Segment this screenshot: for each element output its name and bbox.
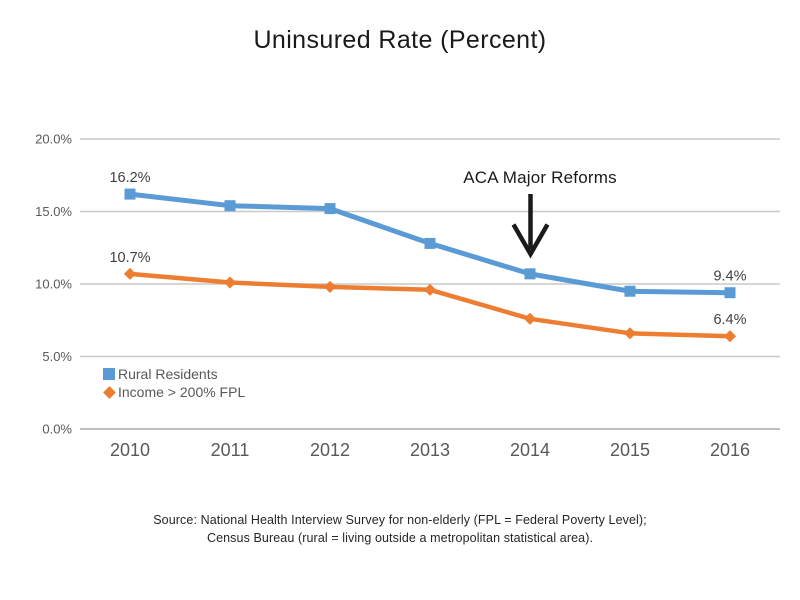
data-point-marker	[523, 312, 537, 325]
x-tick-label: 2014	[510, 440, 550, 460]
data-point-marker	[123, 267, 137, 280]
data-point-label: 16.2%	[109, 170, 150, 186]
source-line-2: Census Bureau (rural = living outside a …	[206, 530, 594, 545]
x-tick-label: 2012	[310, 440, 350, 460]
data-point-marker	[724, 287, 736, 299]
data-point-marker	[723, 330, 737, 343]
y-tick-label: 20.0%	[35, 132, 72, 147]
aca-annotation-label: ACA Major Reforms	[463, 168, 617, 187]
aca-arrow-icon	[511, 194, 550, 259]
legend-item-income-fpl: Income > 200% FPL	[103, 384, 245, 400]
data-point-marker	[423, 283, 437, 296]
legend-label-rural-residents: Rural Residents	[118, 366, 218, 382]
data-point-marker	[624, 285, 636, 297]
data-point-marker	[124, 188, 136, 200]
data-point-marker	[323, 280, 337, 293]
data-point-label: 9.4%	[713, 269, 746, 285]
data-point-marker	[324, 203, 336, 215]
blue-square-marker-icon	[103, 368, 115, 380]
chart-title: Uninsured Rate (Percent)	[253, 26, 547, 54]
x-tick-label: 2016	[710, 440, 750, 460]
chart-legend: Rural Residents Income > 200% FPL	[103, 366, 245, 400]
data-point-marker	[224, 200, 236, 212]
data-point-label: 6.4%	[713, 312, 746, 328]
source-note: Source: National Health Interview Survey…	[0, 512, 800, 548]
x-tick-label: 2015	[610, 440, 650, 460]
x-tick-label: 2010	[110, 440, 150, 460]
y-tick-label: 5.0%	[42, 349, 72, 364]
source-line-1: Source: National Health Interview Survey…	[153, 513, 647, 527]
series-line	[127, 271, 733, 339]
y-tick-label: 10.0%	[35, 277, 72, 292]
legend-label-income-fpl: Income > 200% FPL	[118, 384, 246, 400]
x-tick-label: 2013	[410, 440, 450, 460]
orange-diamond-marker-icon	[103, 385, 116, 399]
data-point-label: 10.7%	[109, 250, 150, 266]
data-point-marker	[623, 327, 637, 340]
y-tick-label: 15.0%	[35, 204, 72, 219]
data-point-marker	[424, 237, 436, 249]
y-tick-label: 0.0%	[42, 422, 72, 437]
data-point-marker	[524, 268, 536, 280]
legend-item-rural-residents: Rural Residents	[103, 366, 245, 382]
x-tick-label: 2011	[211, 440, 250, 460]
data-point-marker	[223, 276, 237, 289]
